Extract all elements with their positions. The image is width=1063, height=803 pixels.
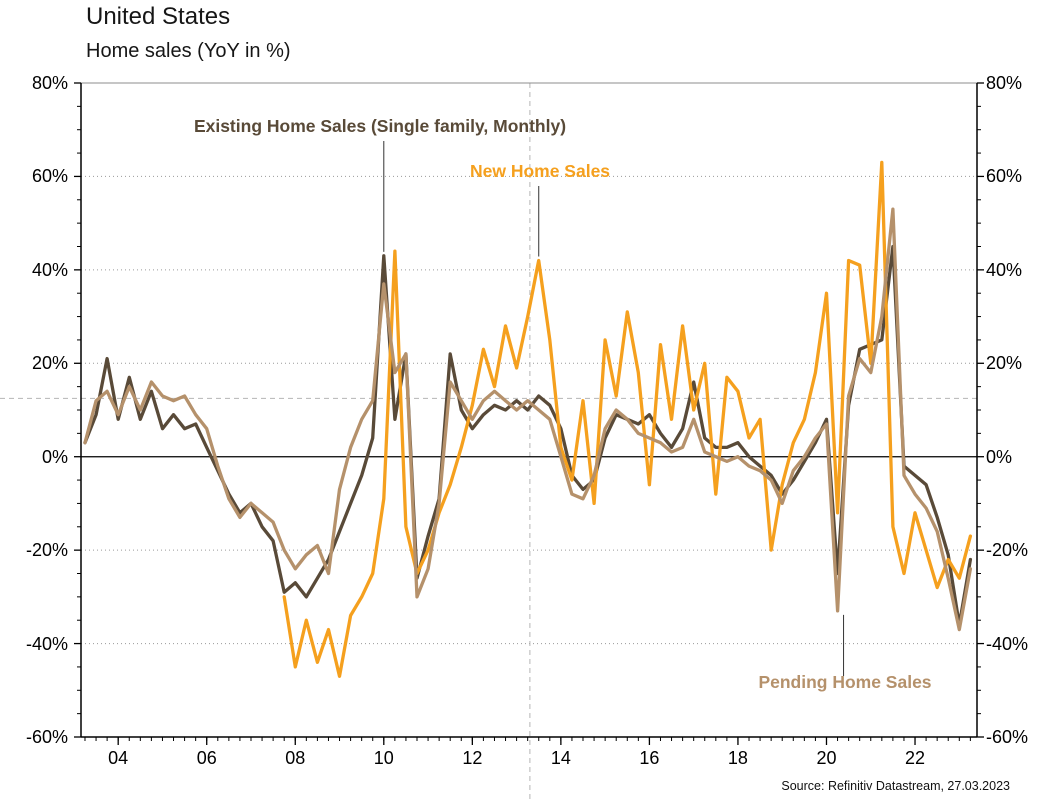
source-credit: Source: Refinitiv Datastream, 27.03.2023 [781,779,1010,793]
x-axis-label: 16 [639,748,660,768]
y-axis-label-right: -20% [986,540,1029,561]
y-axis-label-left: -20% [25,540,68,561]
y-axis-label-left: 0% [41,446,68,467]
x-axis-label: 08 [285,748,306,768]
x-axis-label: 12 [462,748,483,768]
annotation-pending-home-sales: Pending Home Sales [758,672,932,692]
x-axis-label: 10 [373,748,394,768]
y-axis-label-right: 60% [986,166,1023,187]
y-axis-label-left: 80% [31,73,68,93]
y-axis-label-right: 20% [986,353,1023,374]
page-title: United States [86,3,231,30]
x-axis-label: 06 [196,748,217,768]
y-axis-label-left: -40% [25,633,68,654]
y-axis-label-left: 40% [31,259,68,280]
series-line-pending [83,207,973,632]
x-axis-label: 18 [727,748,748,768]
x-axis-label: 20 [816,748,837,768]
series-line-new [282,160,973,678]
y-axis-label-left: -60% [25,727,68,747]
y-axis-label-right: -40% [986,633,1029,654]
y-axis-label-right: 80% [986,73,1023,93]
x-axis-label: 22 [905,748,926,768]
chart-subtitle: Home sales (YoY in %) [86,40,291,62]
annotation-existing-home-sales: Existing Home Sales (Single family, Mont… [193,116,567,136]
x-axis-label: 14 [550,748,571,768]
y-axis-label-right: 0% [986,446,1013,467]
series-line-existing [83,244,973,627]
y-axis-label-left: 60% [31,166,68,187]
y-axis-label-right: 40% [986,259,1023,280]
y-axis-label-left: 20% [31,353,68,374]
x-axis-label: 04 [108,748,129,768]
annotation-new-home-sales: New Home Sales [469,161,611,181]
y-axis-label-right: -60% [986,727,1029,747]
